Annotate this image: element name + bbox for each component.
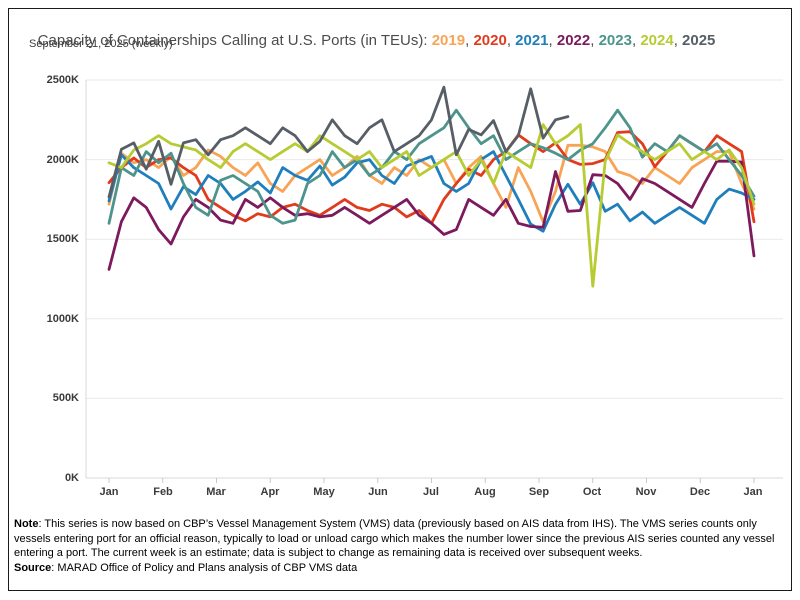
source-label: Source — [14, 562, 52, 575]
series-line-2024[interactable] — [107, 123, 756, 288]
series-line-2022[interactable] — [107, 159, 756, 271]
x-axis-tick: Jan — [99, 486, 119, 498]
x-axis-tick: Jul — [423, 486, 439, 498]
x-axis-tick: Jan — [743, 486, 763, 498]
page-title: Capacity of Containerships Calling at U.… — [21, 15, 716, 66]
report-frame: Capacity of Containerships Calling at U.… — [8, 8, 792, 591]
y-axis-tick: 0K — [64, 472, 79, 484]
y-axis-tick: 1000K — [46, 313, 79, 325]
x-axis-tick: Nov — [635, 486, 657, 498]
legend-year-2022[interactable]: 2022 — [556, 32, 591, 49]
note-label: Note — [14, 518, 39, 530]
series-line-2025[interactable] — [107, 85, 570, 199]
legend-year-2025[interactable]: 2025 — [682, 32, 716, 49]
separator: , — [506, 32, 516, 49]
x-axis-tick: Feb — [153, 486, 173, 498]
series-line-2021[interactable] — [107, 150, 756, 233]
legend-year-2023[interactable]: 2023 — [598, 32, 632, 49]
separator: , — [548, 32, 557, 49]
legend-year-2019[interactable]: 2019 — [431, 32, 466, 49]
x-axis-tick: Jun — [368, 486, 388, 498]
source-text: : MARAD Office of Policy and Plans analy… — [51, 562, 358, 575]
separator: , — [673, 32, 683, 49]
y-axis-tick: 2500K — [46, 74, 79, 86]
y-axis-tick: 2000K — [46, 154, 79, 166]
x-axis-tick: Apr — [260, 486, 280, 498]
chart-subtitle: September 21, 2025 (weekly) — [29, 38, 173, 50]
separator: , — [631, 32, 641, 49]
footnote: Note: This series is now based on CBP’s … — [14, 517, 784, 576]
separator: , — [590, 32, 599, 49]
y-axis-tick: 500K — [52, 392, 79, 404]
note-text: : This series is now based on CBP’s Vess… — [14, 518, 775, 560]
x-axis-tick: Oct — [582, 486, 602, 498]
separator: , — [465, 32, 474, 49]
legend-year-2024[interactable]: 2024 — [640, 32, 674, 49]
y-axis-tick: 1500K — [46, 233, 79, 245]
legend-year-2020[interactable]: 2020 — [473, 32, 507, 49]
x-axis-tick: Dec — [689, 486, 711, 498]
x-axis-tick: May — [313, 486, 335, 498]
x-axis-tick: Aug — [474, 486, 496, 498]
x-axis-tick: Sep — [528, 486, 550, 498]
legend-year-2021[interactable]: 2021 — [515, 32, 549, 49]
line-chart-canvas — [85, 79, 783, 483]
x-axis-tick: Mar — [206, 486, 226, 498]
title-text: Capacity of Containerships Calling at U.… — [37, 32, 432, 49]
